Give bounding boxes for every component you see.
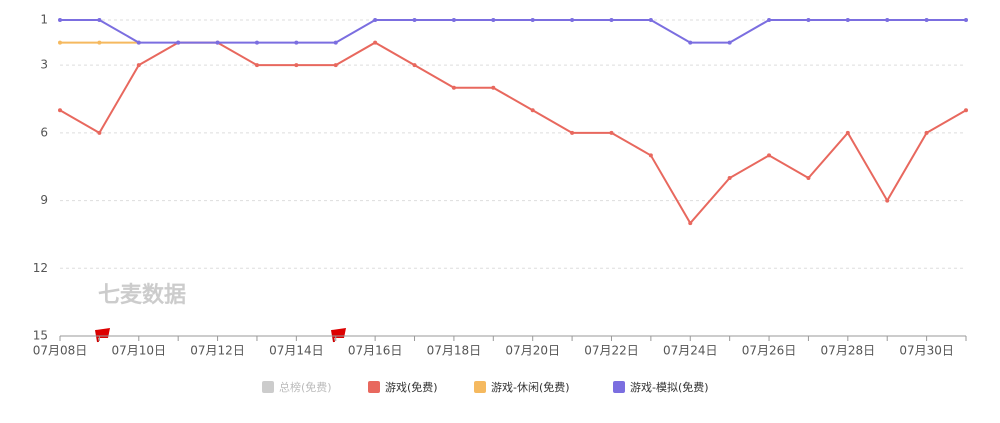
point [964,108,968,113]
point [215,40,220,45]
flag [331,328,346,343]
x-tick-label: 07月20日 [505,344,560,358]
point [176,40,181,45]
x-tick-label: 07月22日 [584,344,639,358]
point [412,18,417,22]
point [254,40,259,45]
y-tick-label: 12 [33,261,48,275]
point [373,18,378,22]
point [924,18,929,22]
x-tick-label: 07月10日 [112,344,167,358]
legend-swatch [368,381,380,393]
point [885,18,890,22]
point [58,40,62,45]
point [333,40,338,45]
point [294,40,299,45]
point [412,63,417,68]
point [530,18,535,22]
point [767,153,772,158]
point [845,18,850,22]
point [767,18,772,22]
x-tick-label: 07月30日 [899,344,954,358]
y-tick-label: 1 [40,13,48,27]
point [373,40,378,45]
point [294,63,299,68]
x-tick-label: 07月24日 [663,344,718,358]
x-tick-label: 07月16日 [348,344,403,358]
point [648,18,653,22]
legend-label: 游戏-模拟(免费) [630,380,709,394]
point [727,176,732,180]
x-tick-label: 07月14日 [269,344,324,358]
point [806,176,811,180]
y-tick-label: 9 [40,193,48,207]
point [727,40,732,45]
series-line [60,19,966,44]
point [570,18,575,22]
legend-label: 总榜(免费) [279,380,332,394]
legend-label: 游戏(免费) [385,380,438,394]
point [58,108,62,113]
point [924,130,929,135]
point [97,40,102,45]
point [136,40,141,45]
legend-swatch [262,381,274,393]
point [136,63,141,68]
point [58,18,62,22]
point [451,85,456,90]
point [491,85,496,90]
point [491,18,496,22]
y-tick-label: 15 [33,329,48,343]
point [609,18,614,22]
point [333,63,338,68]
point [97,18,102,22]
point [688,221,693,226]
legend-label: 游戏-休闲(免费) [491,380,570,394]
x-tick-label: 07月26日 [742,344,797,358]
x-tick-label: 07月28日 [821,344,876,358]
point [254,63,259,68]
x-tick-label: 07月12日 [190,344,245,358]
point [688,40,693,45]
watermark: 七麦数据 [98,282,186,308]
point [451,18,456,22]
x-tick-label: 07月08日 [33,344,88,358]
y-tick-label: 6 [40,125,48,139]
y-tick-label: 3 [40,58,48,72]
point [648,153,653,158]
point [806,18,811,22]
legend-swatch [474,381,486,393]
point [530,108,535,113]
point [570,130,575,135]
x-tick-label: 07月18日 [427,344,482,358]
point [885,198,890,203]
point [845,130,850,135]
point [97,130,102,135]
legend-swatch [613,381,625,393]
flag [95,328,110,343]
point [609,130,614,135]
point [964,18,968,22]
